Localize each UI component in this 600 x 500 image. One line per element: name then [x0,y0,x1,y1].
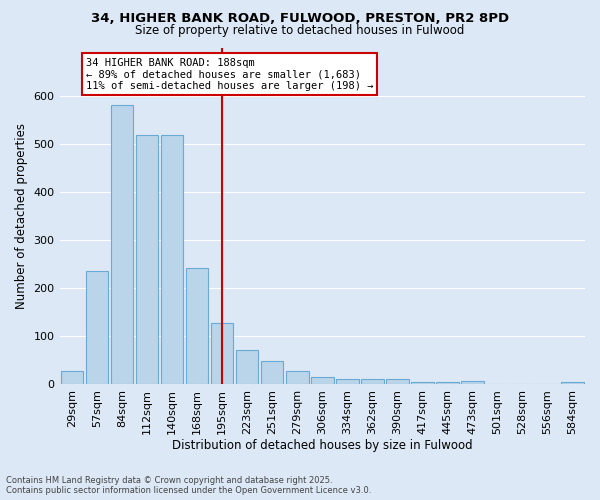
Bar [161,136,184,384]
Bar [386,379,409,384]
Text: 34 HIGHER BANK ROAD: 188sqm
← 89% of detached houses are smaller (1,683)
11% of : 34 HIGHER BANK ROAD: 188sqm ← 89% of det… [86,58,373,91]
Bar [86,271,109,384]
Bar [236,350,259,384]
Text: 34, HIGHER BANK ROAD, FULWOOD, PRESTON, PR2 8PD: 34, HIGHER BANK ROAD, FULWOOD, PRESTON, … [91,12,509,26]
Bar [561,382,584,384]
Bar [211,323,233,384]
X-axis label: Distribution of detached houses by size in Fulwood: Distribution of detached houses by size … [172,440,473,452]
Bar [461,380,484,384]
Bar [61,370,83,384]
Bar [186,268,208,384]
Bar [136,136,158,384]
Bar [311,376,334,384]
Text: Contains HM Land Registry data © Crown copyright and database right 2025.
Contai: Contains HM Land Registry data © Crown c… [6,476,371,495]
Bar [411,382,434,384]
Bar [111,105,133,384]
Bar [361,379,383,384]
Bar [436,382,458,384]
Y-axis label: Number of detached properties: Number of detached properties [15,122,28,308]
Text: Size of property relative to detached houses in Fulwood: Size of property relative to detached ho… [136,24,464,37]
Bar [261,362,283,384]
Bar [286,371,308,384]
Bar [336,379,359,384]
